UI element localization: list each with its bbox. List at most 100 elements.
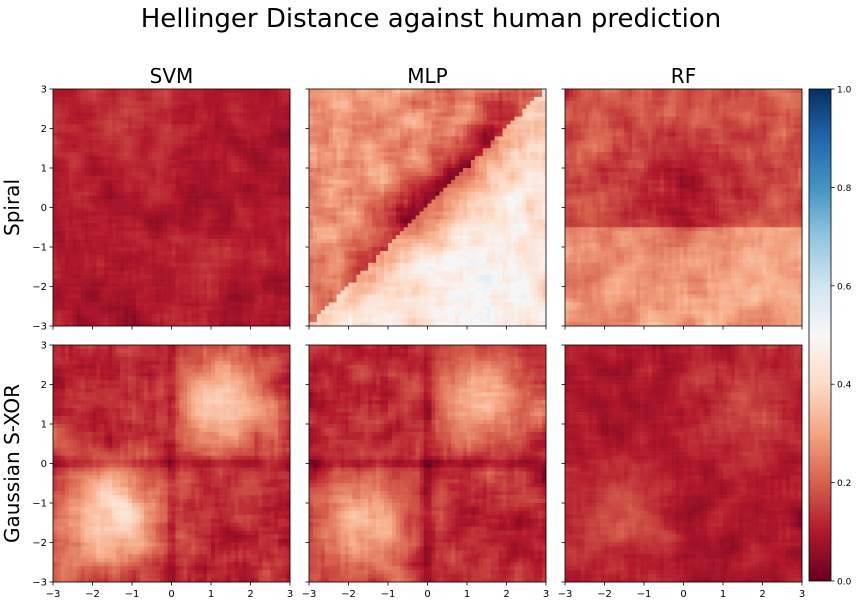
heatmap-cell	[211, 278, 216, 283]
heatmap-cell	[88, 231, 93, 236]
heatmap-cell	[203, 254, 208, 260]
heatmap-cell	[502, 132, 507, 137]
heatmap-cell	[262, 183, 267, 189]
heatmap-cell	[242, 231, 247, 236]
heatmap-cell	[159, 254, 164, 260]
heatmap-cell	[538, 152, 543, 157]
heatmap-cell	[104, 254, 109, 260]
heatmap-cell	[104, 223, 109, 228]
heatmap-cell	[135, 191, 141, 196]
heatmap-cell	[246, 302, 251, 307]
heatmap-cell	[179, 211, 184, 216]
heatmap-cell	[230, 108, 235, 113]
heatmap-cell	[151, 247, 156, 252]
heatmap-cell	[431, 156, 436, 161]
heatmap-cell	[183, 187, 188, 192]
heatmap-cell	[498, 175, 503, 181]
heatmap-cell	[226, 120, 232, 125]
heatmap-cell	[135, 116, 141, 121]
heatmap-cell	[124, 239, 129, 244]
heatmap-cell	[222, 156, 228, 161]
heatmap-cell	[238, 171, 243, 177]
heatmap-cell	[270, 239, 275, 244]
heatmap-cell	[218, 179, 224, 185]
heatmap-cell	[407, 171, 412, 177]
heatmap-cell	[234, 298, 239, 303]
heatmap-cell	[72, 136, 77, 141]
heatmap-cell	[344, 120, 349, 125]
heatmap-cell	[124, 104, 129, 110]
heatmap-cell	[278, 108, 283, 113]
heatmap-cell	[100, 298, 105, 303]
heatmap-cell	[455, 96, 460, 102]
heatmap-cell	[108, 156, 113, 161]
heatmap-cell	[199, 187, 204, 192]
heatmap-cell	[68, 148, 74, 153]
heatmap-cell	[368, 100, 373, 106]
heatmap-cell	[282, 132, 287, 137]
heatmap-cell	[395, 112, 401, 117]
heatmap-cell	[451, 92, 456, 98]
heatmap-cell	[384, 112, 389, 117]
heatmap-cell	[482, 171, 488, 177]
heatmap-cell	[112, 286, 117, 291]
heatmap-cell	[474, 89, 480, 94]
heatmap-cell	[112, 148, 117, 153]
heatmap-cell	[171, 318, 176, 323]
heatmap-cell	[530, 92, 535, 98]
heatmap-cell	[388, 104, 393, 110]
heatmap-cell	[108, 171, 113, 177]
heatmap-cell	[167, 199, 172, 204]
heatmap-cell	[84, 243, 89, 248]
heatmap-cell	[171, 227, 176, 232]
heatmap-cell	[506, 124, 511, 129]
heatmap-cell	[266, 223, 271, 228]
heatmap-cell	[286, 215, 291, 220]
heatmap-cell	[380, 164, 385, 169]
heatmap-cell	[108, 187, 113, 192]
heatmap-cell	[92, 100, 97, 106]
heatmap-cell	[222, 239, 228, 244]
heatmap-cell	[435, 168, 440, 173]
heatmap-cell	[447, 120, 452, 125]
heatmap-cell	[199, 250, 204, 256]
heatmap-cell	[336, 175, 341, 181]
heatmap-cell	[128, 124, 133, 129]
heatmap-cell	[415, 148, 420, 153]
heatmap-cell	[132, 223, 137, 228]
heatmap-cell	[380, 100, 385, 106]
heatmap-cell	[348, 108, 353, 113]
heatmap-cell	[214, 310, 220, 315]
heatmap-cell	[352, 168, 357, 173]
heatmap-cell	[316, 144, 322, 149]
heatmap-cell	[171, 187, 176, 192]
heatmap-cell	[183, 124, 188, 129]
heatmap-cell	[258, 199, 263, 204]
heatmap-cell	[534, 160, 539, 165]
heatmap-cell	[266, 211, 271, 216]
heatmap-cell	[139, 124, 145, 129]
heatmap-cell	[183, 108, 188, 113]
heatmap-cell	[415, 144, 420, 149]
heatmap-cell	[159, 298, 164, 303]
heatmap-cell	[526, 112, 531, 117]
heatmap-cell	[395, 175, 401, 181]
heatmap-cell	[218, 132, 224, 137]
heatmap-cell	[218, 168, 224, 173]
heatmap-cell	[407, 104, 412, 110]
heatmap-cell	[266, 104, 271, 110]
heatmap-cell	[72, 140, 77, 145]
heatmap-cell	[494, 96, 499, 102]
heatmap-cell	[155, 156, 160, 161]
heatmap-cell	[211, 171, 216, 177]
heatmap-cell	[151, 294, 156, 299]
heatmap-cell	[203, 128, 208, 133]
heatmap-cell	[116, 92, 121, 98]
heatmap-cell	[431, 171, 436, 177]
heatmap-cell	[143, 128, 149, 133]
heatmap-cell	[447, 160, 452, 165]
heatmap-cell	[332, 104, 337, 110]
heatmap-cell	[88, 294, 93, 299]
heatmap-cell	[218, 274, 224, 279]
heatmap-cell	[60, 254, 66, 260]
